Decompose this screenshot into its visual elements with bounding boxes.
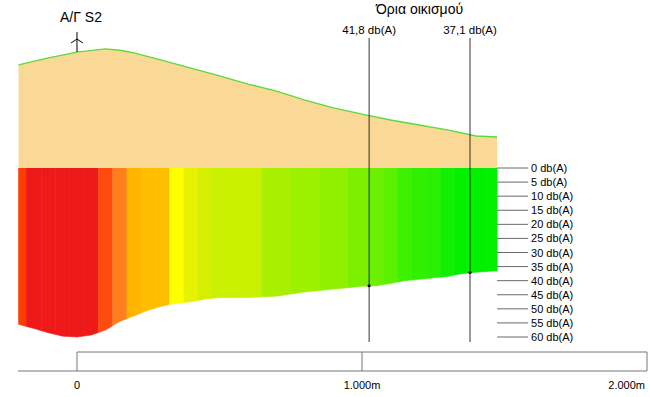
y-tick [497,238,528,239]
noise-strip [19,168,27,326]
y-tick-label: 35 db(A) [531,261,573,273]
y-tick [497,322,528,323]
noise-strip [291,168,320,294]
turbine-blade [71,39,77,43]
noise-strip [41,168,55,334]
y-tick-label: 15 db(A) [531,204,573,216]
y-tick-label: 30 db(A) [531,247,573,259]
noise-strip [198,168,212,300]
y-tick-label: 45 db(A) [531,289,573,301]
noise-strip [469,168,487,273]
y-tick [497,280,528,281]
noise-strip [141,168,155,313]
limit-label: 37,1 db(A) [443,24,497,36]
y-tick-label: 10 db(A) [531,190,573,202]
terrain-line [19,49,498,137]
noise-strip [455,168,469,275]
noise-strip [348,168,369,288]
x-tick-label: 1.000m [344,379,381,391]
limit-level [368,284,371,287]
turbine-blade [77,39,83,43]
noise-strip [113,168,127,326]
y-tick-label: 55 db(A) [531,317,573,329]
y-tick [497,224,528,225]
y-tick [497,252,528,253]
turbine-label: Α/Γ S2 [60,9,102,25]
limit-level [468,271,471,274]
noise-strip [487,168,498,272]
limit-label: 41,8 db(A) [342,24,396,36]
turbine-icon [71,32,83,52]
limit-line [369,38,370,342]
y-tick [497,294,528,295]
noise-strip [155,168,169,308]
noise-strip [234,168,263,298]
noise-strip [412,168,426,280]
turbine-blade [76,32,77,39]
noise-strip [319,168,348,291]
noise-strip [170,168,184,305]
x-tick-label: 2.000m [608,379,645,391]
terrain-plot [19,49,498,168]
noise-strip [56,168,70,337]
noise-strip [26,168,41,331]
y-tick [497,308,528,309]
limit-line [470,38,471,342]
noise-strip [369,168,383,286]
x-tick [647,352,648,371]
x-tick [76,352,77,371]
noise-strip [127,168,141,319]
y-tick-label: 5 db(A) [531,176,567,188]
x-tick [361,352,362,371]
noise-strip [98,168,112,332]
noise-strip [84,168,98,336]
y-tick-label: 60 db(A) [531,331,573,343]
y-tick [497,210,528,211]
turbine-tower [76,39,77,52]
y-tick [497,337,528,338]
noise-strip [70,168,84,337]
y-tick [497,182,528,183]
y-tick-label: 20 db(A) [531,218,573,230]
noise-strip [398,168,412,282]
noise-strip [440,168,454,277]
chart: Α/Γ S2 0 db(A) 5 db(A) 10 db(A) 15 db(A) 20 d… [0,0,650,397]
noise-strip [212,168,233,298]
noise-strip [383,168,397,285]
limits-heading: Όρια οικισμού [375,1,463,17]
y-tick [497,266,528,267]
y-tick [497,168,528,169]
x-tick-label: 0 [74,379,80,391]
x-axis-line [18,371,647,372]
y-tick-label: 50 db(A) [531,303,573,315]
y-tick-label: 0 db(A) [531,162,567,174]
y-tick [497,196,528,197]
noise-strip [426,168,440,279]
y-tick-label: 25 db(A) [531,232,573,244]
noise-strip [184,168,198,302]
noise-strip [262,168,291,297]
noise-plot [19,168,498,337]
terrain-area [19,49,498,168]
y-tick-label: 40 db(A) [531,275,573,287]
